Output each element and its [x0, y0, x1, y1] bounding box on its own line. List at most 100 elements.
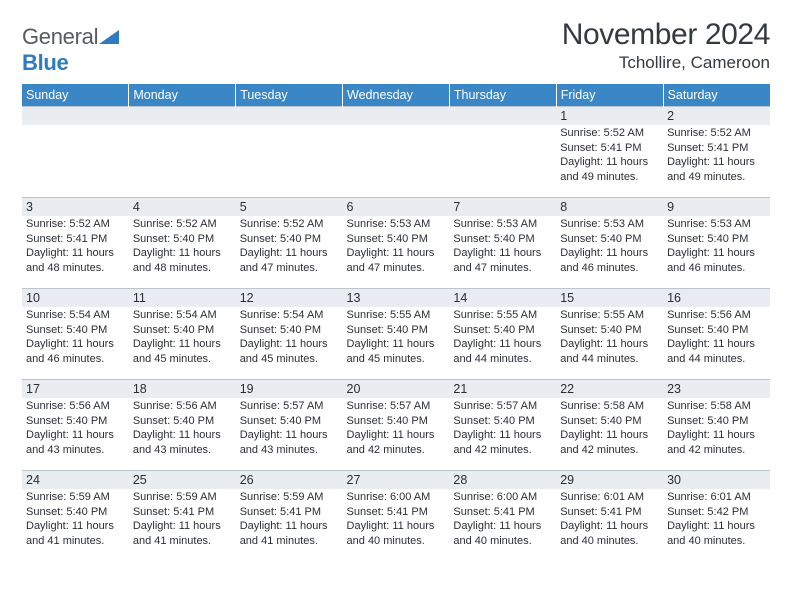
sunset-text: Sunset: 5:40 PM	[667, 323, 766, 338]
day-number: 28	[449, 471, 556, 489]
sunrise-text: Sunrise: 5:58 AM	[667, 399, 766, 414]
sunrise-text: Sunrise: 5:59 AM	[26, 490, 125, 505]
sunset-text: Sunset: 5:40 PM	[240, 232, 339, 247]
day-details: Sunrise: 5:58 AMSunset: 5:40 PMDaylight:…	[556, 398, 663, 459]
day-number: 9	[663, 198, 770, 216]
day-details: Sunrise: 5:52 AMSunset: 5:41 PMDaylight:…	[556, 125, 663, 186]
sunrise-text: Sunrise: 5:52 AM	[667, 126, 766, 141]
sunset-text: Sunset: 5:40 PM	[453, 232, 552, 247]
day-details: Sunrise: 6:01 AMSunset: 5:41 PMDaylight:…	[556, 489, 663, 550]
day-number: 3	[22, 198, 129, 216]
weekday-header: Wednesday	[343, 84, 450, 107]
calendar-day-cell: 27Sunrise: 6:00 AMSunset: 5:41 PMDayligh…	[343, 471, 450, 562]
sunrise-text: Sunrise: 5:53 AM	[667, 217, 766, 232]
daylight-text: Daylight: 11 hours and 41 minutes.	[133, 519, 232, 548]
weekday-header: Tuesday	[236, 84, 343, 107]
daylight-text: Daylight: 11 hours and 46 minutes.	[667, 246, 766, 275]
daylight-text: Daylight: 11 hours and 43 minutes.	[133, 428, 232, 457]
day-number	[129, 107, 236, 125]
daylight-text: Daylight: 11 hours and 49 minutes.	[667, 155, 766, 184]
calendar-day-cell: 18Sunrise: 5:56 AMSunset: 5:40 PMDayligh…	[129, 380, 236, 471]
day-number: 5	[236, 198, 343, 216]
day-number	[22, 107, 129, 125]
day-details: Sunrise: 5:59 AMSunset: 5:41 PMDaylight:…	[236, 489, 343, 550]
day-number: 10	[22, 289, 129, 307]
calendar-day-cell: 10Sunrise: 5:54 AMSunset: 5:40 PMDayligh…	[22, 289, 129, 380]
sunrise-text: Sunrise: 5:56 AM	[667, 308, 766, 323]
sunrise-text: Sunrise: 6:01 AM	[667, 490, 766, 505]
brand-part1: General	[22, 24, 98, 49]
calendar-day-cell: 28Sunrise: 6:00 AMSunset: 5:41 PMDayligh…	[449, 471, 556, 562]
sunrise-text: Sunrise: 5:58 AM	[560, 399, 659, 414]
daylight-text: Daylight: 11 hours and 47 minutes.	[240, 246, 339, 275]
weekday-header: Saturday	[663, 84, 770, 107]
day-details: Sunrise: 6:00 AMSunset: 5:41 PMDaylight:…	[449, 489, 556, 550]
day-number: 8	[556, 198, 663, 216]
calendar-day-cell	[449, 107, 556, 198]
calendar-week-row: 10Sunrise: 5:54 AMSunset: 5:40 PMDayligh…	[22, 289, 770, 380]
day-details: Sunrise: 5:52 AMSunset: 5:41 PMDaylight:…	[663, 125, 770, 186]
month-title: November 2024	[562, 18, 770, 52]
daylight-text: Daylight: 11 hours and 45 minutes.	[133, 337, 232, 366]
location-subtitle: Tchollire, Cameroon	[562, 53, 770, 73]
day-details: Sunrise: 5:55 AMSunset: 5:40 PMDaylight:…	[449, 307, 556, 368]
daylight-text: Daylight: 11 hours and 42 minutes.	[667, 428, 766, 457]
brand-part2: Blue	[22, 50, 68, 75]
daylight-text: Daylight: 11 hours and 41 minutes.	[240, 519, 339, 548]
day-details: Sunrise: 5:58 AMSunset: 5:40 PMDaylight:…	[663, 398, 770, 459]
daylight-text: Daylight: 11 hours and 48 minutes.	[133, 246, 232, 275]
calendar-week-row: 1Sunrise: 5:52 AMSunset: 5:41 PMDaylight…	[22, 107, 770, 198]
daylight-text: Daylight: 11 hours and 40 minutes.	[347, 519, 446, 548]
daylight-text: Daylight: 11 hours and 43 minutes.	[26, 428, 125, 457]
day-number: 24	[22, 471, 129, 489]
sunrise-text: Sunrise: 5:56 AM	[26, 399, 125, 414]
day-number: 22	[556, 380, 663, 398]
daylight-text: Daylight: 11 hours and 46 minutes.	[26, 337, 125, 366]
calendar-day-cell	[343, 107, 450, 198]
day-details: Sunrise: 5:57 AMSunset: 5:40 PMDaylight:…	[449, 398, 556, 459]
sunrise-text: Sunrise: 5:54 AM	[133, 308, 232, 323]
calendar-day-cell: 3Sunrise: 5:52 AMSunset: 5:41 PMDaylight…	[22, 198, 129, 289]
calendar-day-cell: 1Sunrise: 5:52 AMSunset: 5:41 PMDaylight…	[556, 107, 663, 198]
day-number: 25	[129, 471, 236, 489]
day-details: Sunrise: 5:57 AMSunset: 5:40 PMDaylight:…	[236, 398, 343, 459]
calendar-day-cell: 20Sunrise: 5:57 AMSunset: 5:40 PMDayligh…	[343, 380, 450, 471]
day-details: Sunrise: 5:54 AMSunset: 5:40 PMDaylight:…	[129, 307, 236, 368]
daylight-text: Daylight: 11 hours and 47 minutes.	[347, 246, 446, 275]
sunrise-text: Sunrise: 5:57 AM	[453, 399, 552, 414]
daylight-text: Daylight: 11 hours and 46 minutes.	[560, 246, 659, 275]
sunrise-text: Sunrise: 6:01 AM	[560, 490, 659, 505]
calendar-day-cell: 22Sunrise: 5:58 AMSunset: 5:40 PMDayligh…	[556, 380, 663, 471]
day-details: Sunrise: 5:54 AMSunset: 5:40 PMDaylight:…	[22, 307, 129, 368]
day-details: Sunrise: 5:53 AMSunset: 5:40 PMDaylight:…	[449, 216, 556, 277]
day-details: Sunrise: 5:55 AMSunset: 5:40 PMDaylight:…	[343, 307, 450, 368]
day-details: Sunrise: 5:56 AMSunset: 5:40 PMDaylight:…	[129, 398, 236, 459]
daylight-text: Daylight: 11 hours and 41 minutes.	[26, 519, 125, 548]
day-number: 16	[663, 289, 770, 307]
sunset-text: Sunset: 5:40 PM	[26, 323, 125, 338]
sunset-text: Sunset: 5:40 PM	[26, 505, 125, 520]
daylight-text: Daylight: 11 hours and 49 minutes.	[560, 155, 659, 184]
calendar-day-cell: 8Sunrise: 5:53 AMSunset: 5:40 PMDaylight…	[556, 198, 663, 289]
sunset-text: Sunset: 5:40 PM	[347, 323, 446, 338]
calendar-week-row: 24Sunrise: 5:59 AMSunset: 5:40 PMDayligh…	[22, 471, 770, 562]
weekday-header: Thursday	[449, 84, 556, 107]
calendar-day-cell: 7Sunrise: 5:53 AMSunset: 5:40 PMDaylight…	[449, 198, 556, 289]
daylight-text: Daylight: 11 hours and 45 minutes.	[347, 337, 446, 366]
sunrise-text: Sunrise: 5:52 AM	[26, 217, 125, 232]
day-details: Sunrise: 5:53 AMSunset: 5:40 PMDaylight:…	[663, 216, 770, 277]
sunrise-text: Sunrise: 5:53 AM	[347, 217, 446, 232]
sunset-text: Sunset: 5:40 PM	[347, 414, 446, 429]
sunrise-text: Sunrise: 5:52 AM	[240, 217, 339, 232]
day-number: 2	[663, 107, 770, 125]
sunrise-text: Sunrise: 5:54 AM	[26, 308, 125, 323]
title-block: November 2024 Tchollire, Cameroon	[562, 18, 770, 73]
daylight-text: Daylight: 11 hours and 44 minutes.	[453, 337, 552, 366]
sunrise-text: Sunrise: 6:00 AM	[453, 490, 552, 505]
sunrise-text: Sunrise: 5:59 AM	[133, 490, 232, 505]
sunrise-text: Sunrise: 5:57 AM	[240, 399, 339, 414]
sunrise-text: Sunrise: 5:54 AM	[240, 308, 339, 323]
calendar-day-cell: 13Sunrise: 5:55 AMSunset: 5:40 PMDayligh…	[343, 289, 450, 380]
sunset-text: Sunset: 5:41 PM	[453, 505, 552, 520]
daylight-text: Daylight: 11 hours and 45 minutes.	[240, 337, 339, 366]
